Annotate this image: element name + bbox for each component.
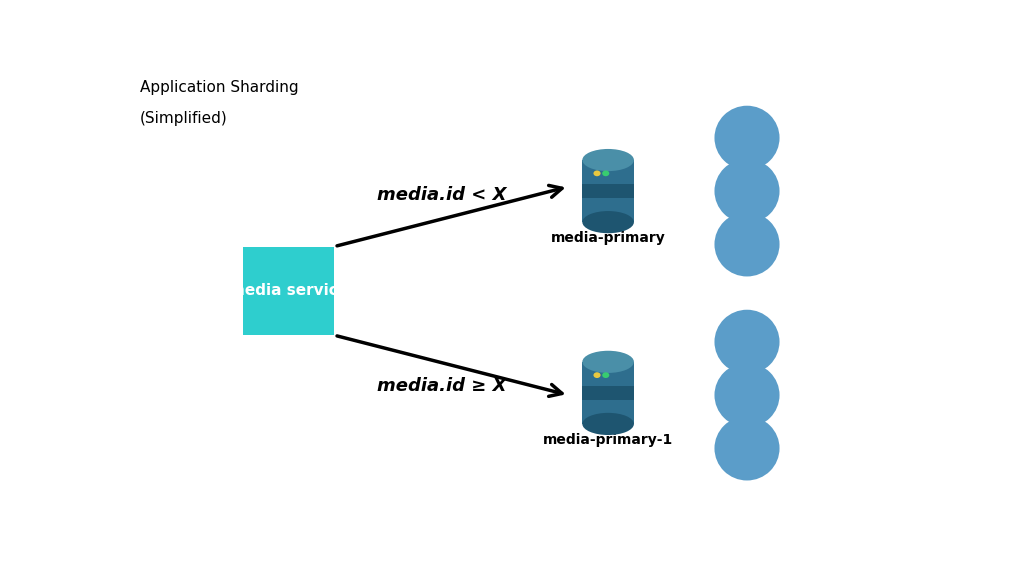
Text: media-primary-1: media-primary-1: [543, 433, 673, 447]
Ellipse shape: [594, 170, 601, 176]
Text: media-0-
read-2: media-0- read-2: [720, 233, 774, 256]
Text: media service: media service: [229, 283, 348, 298]
Text: media-primary: media-primary: [551, 231, 666, 245]
FancyBboxPatch shape: [583, 362, 634, 424]
Text: media.id ≥ X: media.id ≥ X: [377, 377, 506, 395]
Ellipse shape: [602, 372, 609, 378]
Text: Application Sharding: Application Sharding: [140, 80, 299, 95]
FancyBboxPatch shape: [583, 184, 634, 198]
Text: (Simplified): (Simplified): [140, 111, 227, 126]
Ellipse shape: [583, 149, 634, 171]
Ellipse shape: [715, 159, 779, 223]
Text: media-1-
read-0: media-1- read-0: [720, 330, 774, 354]
Ellipse shape: [583, 211, 634, 233]
Text: media-1-
read-2: media-1- read-2: [720, 437, 774, 460]
FancyBboxPatch shape: [243, 247, 334, 335]
Ellipse shape: [583, 413, 634, 435]
Text: media-0-
read-1: media-0- read-1: [720, 180, 774, 203]
Ellipse shape: [715, 212, 779, 276]
Ellipse shape: [715, 106, 779, 170]
Ellipse shape: [715, 310, 779, 374]
FancyBboxPatch shape: [583, 386, 634, 400]
Ellipse shape: [583, 351, 634, 373]
Ellipse shape: [715, 363, 779, 427]
Text: media-0-
read-0: media-0- read-0: [720, 126, 774, 149]
Ellipse shape: [594, 372, 601, 378]
Ellipse shape: [715, 416, 779, 480]
FancyBboxPatch shape: [583, 160, 634, 222]
Text: media.id < X: media.id < X: [377, 187, 506, 204]
Ellipse shape: [602, 170, 609, 176]
Text: media-1-
read-1: media-1- read-1: [720, 384, 774, 407]
